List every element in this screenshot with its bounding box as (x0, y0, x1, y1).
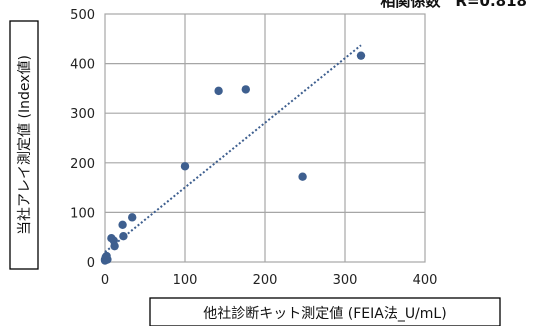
data-point (110, 241, 119, 251)
data-point (356, 51, 366, 60)
x-tick-label: 200 (253, 273, 278, 288)
x-axis-label: 他社診断キット測定値 (FEIA法_U/mL) (203, 306, 446, 322)
data-point (214, 86, 223, 96)
x-tick-label: 300 (333, 273, 358, 288)
x-tick-label: 0 (101, 273, 109, 288)
data-point (128, 213, 137, 222)
x-tick-label: 100 (173, 273, 198, 288)
y-tick-label: 200 (70, 157, 95, 172)
data-point (103, 255, 112, 264)
x-tick-labels: 0 100 200 300 400 (101, 273, 438, 288)
data-point (180, 162, 190, 171)
data-point (241, 85, 250, 94)
y-tick-label: 400 (70, 58, 95, 73)
data-points (100, 51, 366, 265)
data-point (298, 172, 307, 181)
x-axis-label-box (149, 297, 501, 326)
y-tick-label: 300 (70, 107, 95, 122)
y-axis-label-box (9, 20, 39, 270)
y-axis-label: 当社アレイ測定値 (Index値) (17, 55, 33, 235)
y-tick-label: 500 (70, 8, 95, 23)
y-tick-label: 100 (70, 206, 95, 221)
data-point (119, 232, 128, 241)
grid (104, 13, 426, 263)
trendline (104, 44, 362, 253)
chart-title: 相関係数 R=0.818 (380, 0, 527, 10)
y-tick-label: 0 (87, 256, 95, 271)
trendline-path (104, 44, 362, 253)
y-tick-labels: 0 100 200 300 400 500 (70, 8, 95, 271)
data-point (118, 220, 127, 229)
x-tick-label: 400 (413, 273, 438, 288)
